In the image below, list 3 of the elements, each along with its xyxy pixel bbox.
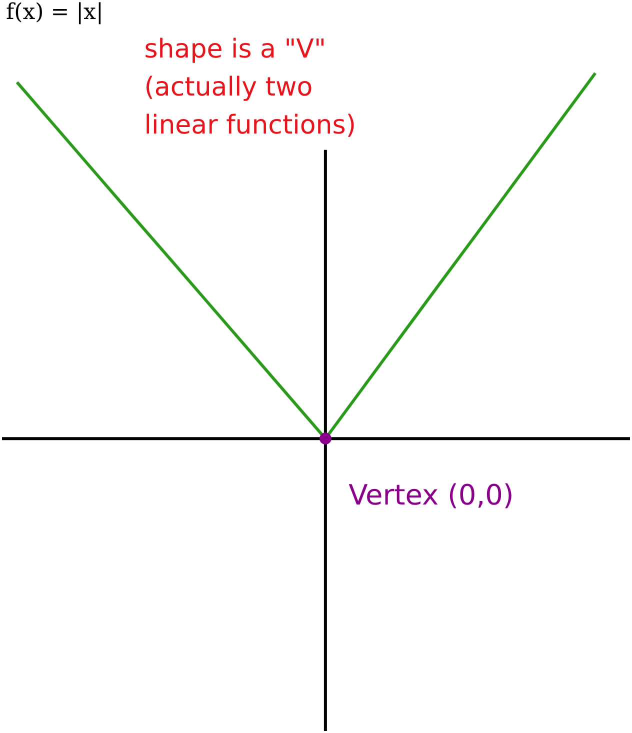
chart-title: f(x) = |x| [6,0,104,25]
annotation: shape is a "V" (actually two linear functions) [144,34,356,141]
text: Vertex (0,0) [348,478,514,512]
